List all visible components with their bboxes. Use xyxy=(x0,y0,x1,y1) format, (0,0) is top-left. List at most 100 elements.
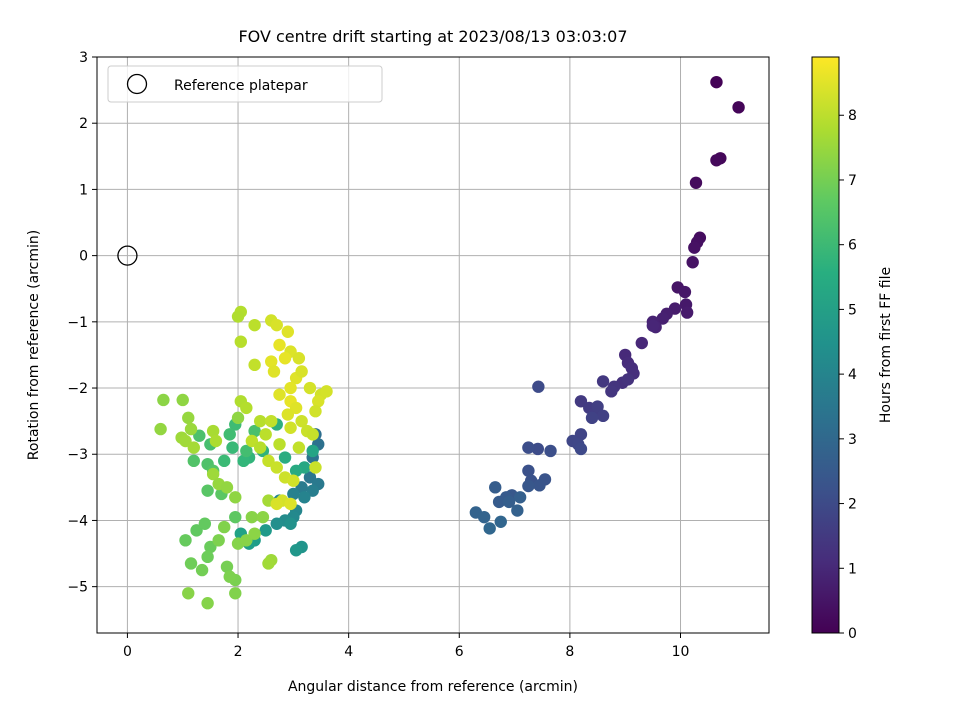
colorbar-tick-label: 7 xyxy=(848,173,857,189)
colorbar-ticks: 0 1 2 3 4 5 6 7 8 xyxy=(839,108,857,642)
legend-marker-icon xyxy=(126,73,148,95)
data-point xyxy=(656,312,670,325)
colorbar-tick-label: 4 xyxy=(848,367,857,383)
data-point xyxy=(635,336,648,350)
data-point xyxy=(292,441,306,454)
data-point xyxy=(289,464,303,477)
data-point xyxy=(680,306,694,319)
data-point xyxy=(201,550,214,564)
data-point xyxy=(187,441,200,454)
data-point xyxy=(284,381,297,395)
reference-platepar-marker xyxy=(117,245,138,266)
data-point xyxy=(686,256,699,269)
y-tick-label: 2 xyxy=(79,116,88,132)
colorbar-tick-label: 0 xyxy=(848,626,857,642)
data-point xyxy=(511,504,524,517)
data-point xyxy=(477,510,491,524)
y-tick-label: −2 xyxy=(67,381,88,397)
data-point xyxy=(253,414,267,428)
data-point xyxy=(270,461,283,474)
data-point xyxy=(198,517,212,530)
data-point xyxy=(295,481,308,494)
colorbar: 0 1 2 3 4 5 6 7 8 Hours from first FF file xyxy=(811,56,894,642)
grid xyxy=(97,56,769,633)
data-point xyxy=(502,495,516,509)
data-point xyxy=(289,401,303,415)
data-point xyxy=(245,510,259,524)
data-point xyxy=(231,310,245,323)
data-point xyxy=(306,444,319,458)
legend-entry-label: Reference platepar xyxy=(174,78,308,94)
data-point xyxy=(267,365,281,378)
data-point xyxy=(245,434,259,448)
x-tick-label: 8 xyxy=(565,644,574,660)
data-point xyxy=(179,534,192,547)
data-point xyxy=(287,474,300,487)
data-point xyxy=(201,484,214,497)
data-point xyxy=(248,527,261,540)
data-point xyxy=(532,380,545,393)
data-point xyxy=(265,414,278,428)
x-axis-label: Angular distance from reference (arcmin) xyxy=(288,679,578,695)
data-point xyxy=(270,497,283,511)
data-point xyxy=(226,441,239,454)
colorbar-tick-label: 8 xyxy=(848,108,857,124)
data-point xyxy=(303,381,317,395)
data-point xyxy=(303,471,317,484)
data-point xyxy=(248,424,261,438)
colorbar-tick-label: 6 xyxy=(848,238,857,254)
data-point xyxy=(187,454,200,468)
data-point xyxy=(229,587,242,600)
data-point xyxy=(273,438,286,451)
data-point xyxy=(574,428,588,441)
data-point xyxy=(489,481,502,494)
data-point xyxy=(193,429,206,442)
data-point xyxy=(732,101,745,114)
data-point xyxy=(248,318,261,332)
data-point xyxy=(270,517,283,530)
data-point xyxy=(220,481,234,494)
data-point xyxy=(234,335,248,348)
data-point xyxy=(278,451,292,464)
data-point xyxy=(287,487,300,501)
data-point xyxy=(522,479,535,493)
data-point xyxy=(262,454,275,468)
data-point xyxy=(544,444,557,458)
legend-box xyxy=(107,65,383,103)
data-point xyxy=(284,497,297,511)
y-tick-label: 1 xyxy=(79,182,88,198)
colorbar-tick-label: 3 xyxy=(848,432,857,448)
data-point xyxy=(306,428,319,441)
data-point xyxy=(206,467,220,481)
data-point xyxy=(492,495,506,509)
data-point xyxy=(289,544,303,557)
data-point xyxy=(201,597,214,610)
data-point xyxy=(240,444,253,458)
data-point xyxy=(229,491,242,504)
data-point xyxy=(513,491,527,504)
data-point xyxy=(182,411,195,425)
data-point xyxy=(483,522,496,535)
colorbar-label: Hours from first FF file xyxy=(878,267,894,423)
data-point xyxy=(494,515,507,528)
data-point xyxy=(281,325,295,338)
x-tick-label: 0 xyxy=(123,644,132,660)
x-tick-label: 10 xyxy=(672,644,690,660)
data-point xyxy=(237,454,250,468)
data-point xyxy=(253,441,267,454)
y-axis-ticks: −5 −4 −3 −2 −1 0 1 2 3 xyxy=(67,50,97,596)
data-point xyxy=(229,510,242,524)
data-point xyxy=(184,557,198,570)
data-point xyxy=(533,479,546,492)
data-point xyxy=(182,587,195,600)
data-point xyxy=(265,355,278,368)
data-point xyxy=(596,375,610,388)
data-point xyxy=(591,400,604,413)
x-axis-ticks: 0 2 4 6 8 10 xyxy=(123,633,689,660)
data-point xyxy=(309,405,322,418)
data-point xyxy=(206,424,220,438)
data-point xyxy=(531,442,545,456)
data-point xyxy=(273,338,286,352)
data-point xyxy=(273,388,286,401)
data-point xyxy=(710,75,723,89)
